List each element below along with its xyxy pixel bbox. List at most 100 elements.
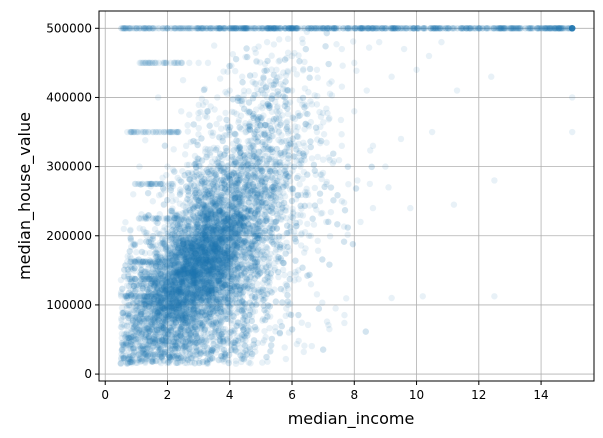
data-point (311, 167, 318, 174)
data-point (224, 154, 231, 162)
data-point (149, 198, 157, 205)
data-point (216, 240, 223, 247)
data-point (299, 39, 306, 47)
data-point (240, 314, 247, 321)
data-point (219, 176, 226, 184)
data-point (228, 282, 235, 289)
data-point (207, 214, 214, 221)
data-point (258, 189, 265, 197)
data-point (268, 153, 276, 161)
data-point (170, 236, 178, 244)
data-point (178, 108, 185, 115)
data-point (133, 314, 141, 321)
data-point (247, 147, 254, 154)
data-point (222, 356, 229, 363)
data-point (232, 245, 240, 253)
data-point (228, 326, 235, 334)
data-point (201, 305, 208, 312)
data-point (268, 52, 275, 59)
data-point (193, 291, 201, 298)
data-point (172, 342, 179, 349)
data-point (202, 279, 210, 286)
data-point (303, 102, 310, 110)
data-point (221, 173, 228, 181)
data-point (188, 227, 195, 234)
data-point (223, 267, 230, 275)
data-point (316, 108, 323, 116)
data-point (161, 235, 169, 242)
data-point (227, 229, 235, 236)
data-point (239, 161, 247, 168)
data-point (190, 182, 198, 189)
grid (99, 11, 594, 381)
data-point (271, 189, 278, 197)
data-point (218, 193, 225, 200)
data-point (282, 166, 289, 173)
data-point (202, 254, 209, 261)
data-point (330, 158, 338, 165)
data-point (244, 188, 251, 195)
data-point (149, 300, 156, 307)
data-point (221, 150, 229, 157)
data-point (134, 325, 141, 333)
data-point (255, 235, 262, 242)
data-point (218, 209, 226, 216)
data-point (189, 306, 197, 313)
data-point (294, 192, 302, 199)
data-point (235, 232, 242, 239)
data-point (364, 25, 371, 32)
data-point (252, 106, 260, 113)
data-point (251, 171, 258, 178)
data-point (250, 254, 257, 261)
data-point (278, 205, 285, 213)
data-point (313, 206, 320, 213)
data-point (186, 359, 194, 366)
data-point (156, 211, 163, 218)
data-point (191, 281, 199, 288)
data-point (211, 155, 219, 163)
data-point (188, 202, 195, 209)
data-point (271, 126, 279, 134)
data-point (223, 349, 230, 357)
data-point (263, 186, 270, 194)
data-point (194, 184, 201, 191)
data-point (249, 186, 257, 194)
data-point (227, 257, 234, 264)
data-point (290, 163, 298, 170)
data-point (184, 247, 191, 254)
data-point (243, 195, 250, 202)
data-point (260, 260, 268, 268)
data-point (290, 66, 297, 73)
data-point (207, 149, 214, 156)
data-point (208, 283, 215, 290)
data-point (234, 221, 242, 229)
data-point (167, 244, 174, 251)
data-point (233, 162, 241, 170)
data-point (137, 258, 145, 266)
data-point (254, 263, 262, 271)
data-point (266, 324, 273, 332)
data-point (237, 269, 245, 276)
data-point (192, 331, 199, 338)
data-point (283, 182, 290, 190)
data-point (197, 252, 205, 259)
data-point (311, 92, 318, 99)
data-point (198, 171, 205, 178)
data-point (274, 151, 282, 158)
data-point (189, 352, 197, 360)
data-point (224, 301, 231, 308)
data-point (236, 124, 243, 131)
data-point (297, 202, 304, 210)
data-point (251, 259, 258, 266)
data-point (221, 132, 228, 139)
data-point (175, 314, 183, 321)
data-point (295, 172, 302, 180)
data-point (246, 72, 254, 79)
data-point (153, 329, 160, 336)
data-point (211, 330, 218, 338)
data-point (186, 292, 194, 299)
data-point (225, 265, 232, 272)
data-point (251, 170, 258, 177)
data-point (231, 270, 238, 277)
data-point (219, 189, 227, 196)
